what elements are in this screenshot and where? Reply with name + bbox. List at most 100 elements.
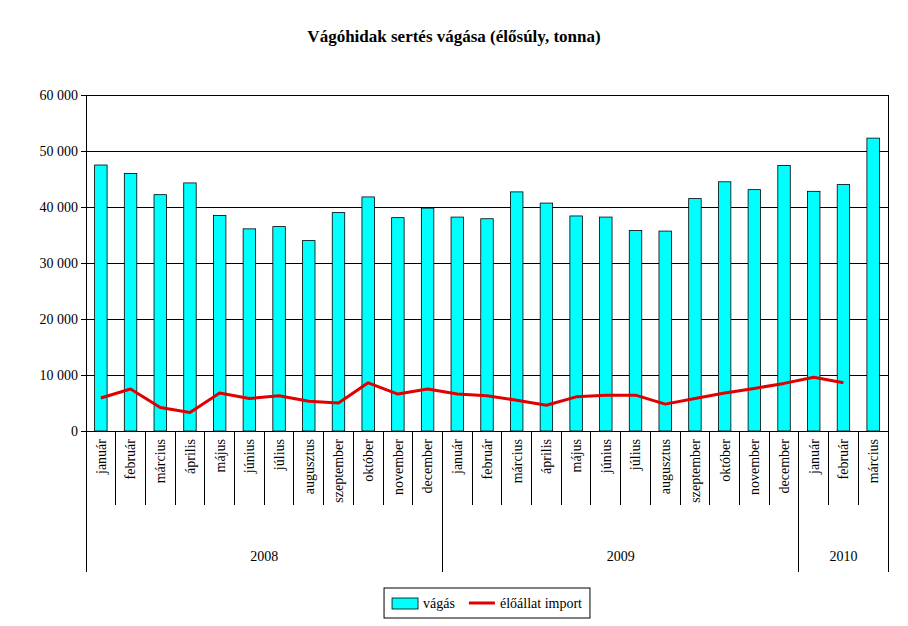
y-tick: 30 000 <box>40 256 87 271</box>
category-separator <box>115 431 116 505</box>
y-tick-label: 40 000 <box>40 200 79 215</box>
y-tick-mark <box>81 263 86 264</box>
y-tick-label: 60 000 <box>40 88 79 103</box>
x-tick: szeptember <box>331 439 346 503</box>
bar <box>273 227 285 431</box>
group-separator <box>888 431 889 572</box>
y-tick-label: 0 <box>71 424 78 439</box>
bar <box>778 166 790 431</box>
bar <box>689 199 701 431</box>
bar <box>659 231 671 431</box>
category-separator <box>561 431 562 505</box>
x-tick: február <box>480 439 495 480</box>
x-tick: április <box>539 439 554 474</box>
category-separator <box>769 431 770 505</box>
x-tick: június <box>242 439 257 474</box>
x-tick-label: október <box>361 439 376 482</box>
x-tick-label: február <box>836 439 851 480</box>
x-tick: január <box>94 439 109 475</box>
category-separator <box>293 431 294 505</box>
x-tick-label: március <box>510 439 525 483</box>
x-tick: július <box>628 439 643 471</box>
group-separator <box>86 431 87 572</box>
x-tick-label: február <box>123 439 138 480</box>
bar <box>362 197 374 431</box>
x-tick-label: május <box>213 439 228 472</box>
category-separator <box>353 431 354 505</box>
bar <box>867 138 879 431</box>
y-tick: 40 000 <box>40 200 87 215</box>
category-separator <box>234 431 235 505</box>
x-tick-label: január <box>94 439 109 475</box>
y-tick: 20 000 <box>40 312 87 327</box>
x-tick: március <box>153 439 168 483</box>
category-separator <box>472 431 473 505</box>
y-tick: 0 <box>71 424 86 439</box>
x-tick-label: január <box>450 439 465 475</box>
x-tick-label: december <box>420 439 435 494</box>
x-tick-label: október <box>718 439 733 482</box>
y-tick-label: 30 000 <box>40 256 79 271</box>
x-tick: november <box>747 439 762 495</box>
y-tick-mark <box>81 375 86 376</box>
x-tick-label: augusztus <box>302 439 317 494</box>
legend-label: vágás <box>423 596 455 611</box>
group-separator <box>798 431 799 572</box>
x-tick-label: január <box>807 439 822 475</box>
x-tick: október <box>361 439 376 482</box>
y-tick: 60 000 <box>40 88 87 103</box>
x-tick-label: július <box>272 439 287 471</box>
x-axis-line <box>87 431 889 432</box>
title: Vágóhidak sertés vágása (élősúly, tonna) <box>307 27 600 46</box>
bar <box>837 185 849 431</box>
y-tick-mark <box>81 151 86 152</box>
y-tick-mark <box>81 319 86 320</box>
bar <box>540 203 552 431</box>
y-tick-label: 50 000 <box>40 144 79 159</box>
x-tick: augusztus <box>658 439 673 494</box>
bar <box>154 195 166 431</box>
x-separators <box>86 431 888 572</box>
legend-item: élőállat import <box>469 596 582 611</box>
category-separator <box>620 431 621 505</box>
y-tick: 50 000 <box>40 144 87 159</box>
bar <box>629 231 641 431</box>
x-tick-label: november <box>747 439 762 495</box>
legend-swatch <box>469 602 495 605</box>
y-tick: 10 000 <box>40 368 87 383</box>
x-tick: június <box>599 439 614 474</box>
x-tick-label: június <box>599 439 614 474</box>
x-axis: január február március április május június jú… <box>87 432 889 503</box>
bar <box>392 218 404 431</box>
x-tick: július <box>272 439 287 471</box>
x-tick: február <box>836 439 851 480</box>
y-axis-line <box>81 96 87 432</box>
x-tick-label: február <box>480 439 495 480</box>
x-tick-label: július <box>628 439 643 471</box>
y-tick-label: 10 000 <box>40 368 79 383</box>
bar <box>213 215 225 431</box>
bar <box>748 190 760 431</box>
y-tick-label: 20 000 <box>40 312 79 327</box>
category-separator <box>828 431 829 505</box>
x-tick: február <box>123 439 138 480</box>
y-tick-mark <box>81 207 86 208</box>
x-tick: szeptember <box>688 439 703 503</box>
x-tick-label: szeptember <box>331 439 346 503</box>
bar <box>808 191 820 431</box>
y-tick-mark <box>81 431 86 432</box>
category-separator <box>175 431 176 505</box>
y-axis: 0 10 000 20 000 30 000 40 000 50 000 60 000 <box>40 88 87 439</box>
bar <box>421 208 433 431</box>
category-separator <box>323 431 324 505</box>
x-tick: december <box>777 439 792 494</box>
bar <box>510 192 522 431</box>
legend-box <box>384 588 590 618</box>
category-separator <box>264 431 265 505</box>
bar <box>95 165 107 431</box>
bar-series <box>95 138 880 431</box>
x-tick: március <box>510 439 525 483</box>
bar <box>600 217 612 431</box>
x-tick: április <box>183 439 198 474</box>
marks <box>95 138 880 431</box>
